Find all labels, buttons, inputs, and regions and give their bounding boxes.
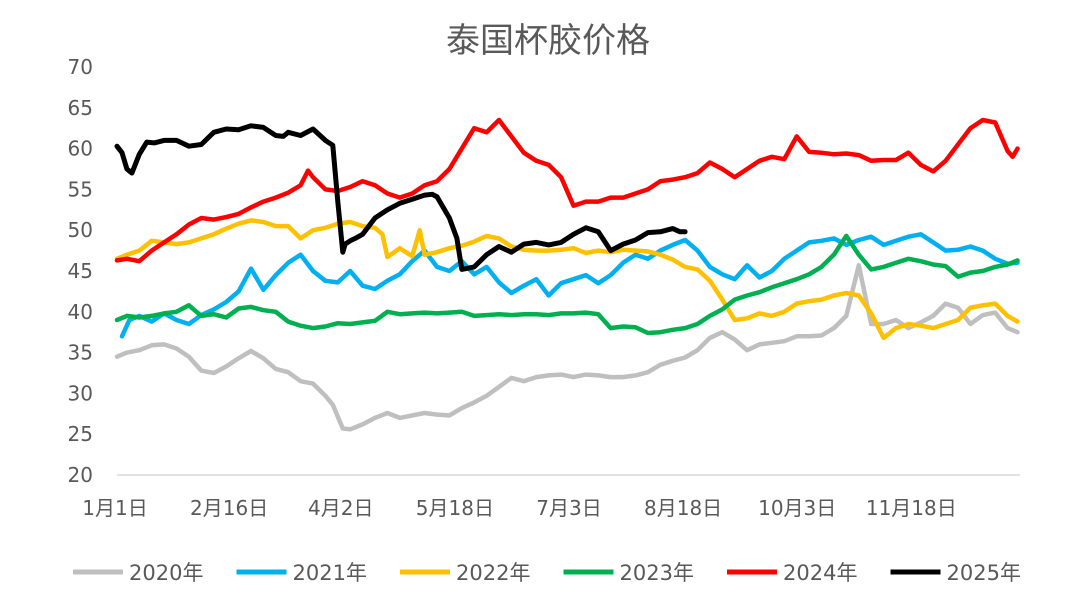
x-tick-label: 10月3日 [758,496,836,520]
series-line-3 [114,233,1020,336]
y-tick-label: 50 [68,218,93,242]
y-axis-ticks: 20 25 30 35 40 45 50 55 60 65 70 [68,55,93,487]
x-tick-label: 8月18日 [644,496,722,520]
y-tick-label: 65 [68,96,93,120]
legend-label: 2023年 [620,561,694,585]
y-tick-label: 30 [68,381,93,405]
y-tick-label: 55 [68,177,93,201]
legend-label: 2020年 [129,561,203,585]
legend-label: 2024年 [783,561,857,585]
series-line-4 [114,117,1020,264]
legend: 2020年 2021年 2022年 2023年 2024年 2025年 [73,561,1021,585]
legend-label: 2021年 [293,561,367,585]
x-tick-label: 5月18日 [416,496,494,520]
x-axis-ticks: 1月1日 2月16日 4月2日 5月18日 7月3日 8月18日 10月3日 11月18日 [82,496,957,520]
series-line-0 [114,263,1020,432]
y-tick-label: 70 [68,55,93,79]
x-tick-label: 2月16日 [190,496,268,520]
x-tick-label: 7月3日 [536,496,601,520]
y-tick-label: 35 [68,341,93,365]
series-lines [114,117,1020,432]
series-line-2 [114,218,1020,341]
y-tick-label: 20 [68,463,93,487]
y-tick-label: 45 [68,259,93,283]
legend-label: 2025年 [947,561,1021,585]
y-tick-label: 40 [68,300,93,324]
y-tick-label: 25 [68,422,93,446]
y-tick-label: 60 [68,137,93,161]
series-line-5 [114,123,688,272]
series-line-1 [119,232,1020,339]
chart-title: 泰国杯胶价格 [446,21,650,61]
x-tick-label: 1月1日 [82,496,147,520]
x-tick-label: 11月18日 [866,496,957,520]
legend-label: 2022年 [456,561,530,585]
x-tick-label: 4月2日 [308,496,373,520]
